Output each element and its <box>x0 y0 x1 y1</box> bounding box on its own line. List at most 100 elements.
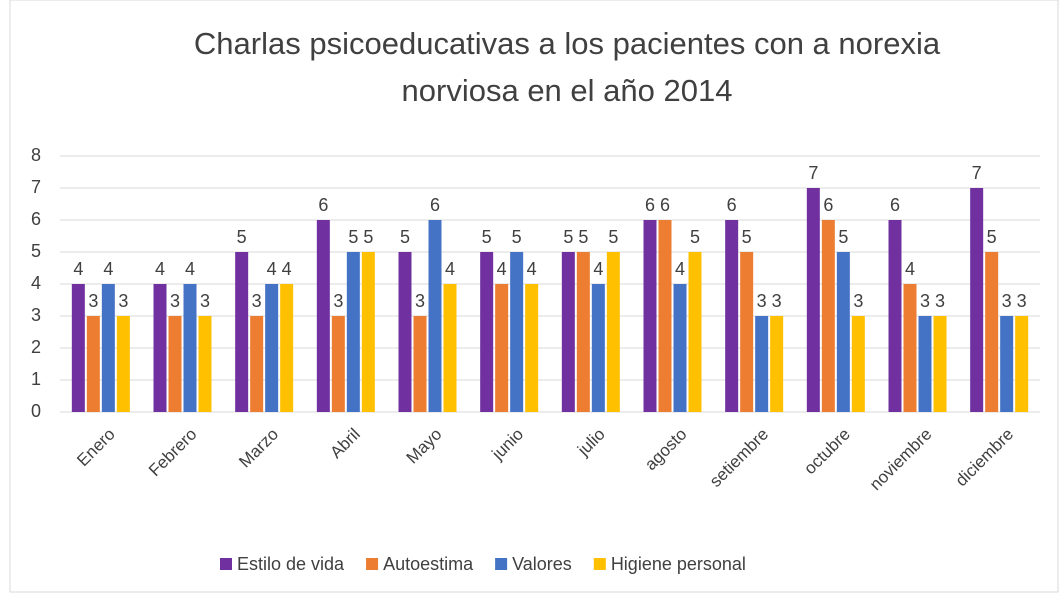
data-label: 3 <box>170 291 180 311</box>
data-label: 5 <box>237 227 247 247</box>
bar <box>428 220 442 412</box>
data-label: 5 <box>578 227 588 247</box>
legend-swatch <box>220 558 232 570</box>
data-label: 6 <box>727 195 737 215</box>
bar <box>510 252 524 412</box>
chart-title: Charlas psicoeducativas a los pacientes … <box>194 26 941 61</box>
bar <box>851 316 865 412</box>
legend-swatch <box>366 558 379 570</box>
data-label: 3 <box>415 291 425 311</box>
bar <box>673 284 687 412</box>
data-label: 4 <box>675 259 685 279</box>
data-label: 3 <box>920 291 930 311</box>
data-label: 4 <box>282 259 292 279</box>
data-label: 5 <box>690 227 700 247</box>
bar <box>903 284 917 412</box>
data-label: 5 <box>987 227 997 247</box>
bar <box>1015 316 1029 412</box>
data-label: 4 <box>445 259 455 279</box>
bar <box>316 220 330 412</box>
bar <box>740 252 754 412</box>
data-label: 5 <box>838 227 848 247</box>
data-label: 3 <box>772 291 782 311</box>
legend-label: Higiene personal <box>611 554 746 574</box>
data-label: 7 <box>972 163 982 183</box>
bar <box>561 252 575 412</box>
legend-swatch <box>495 558 508 570</box>
legend-label: Estilo de vida <box>237 554 345 574</box>
data-label: 5 <box>348 227 358 247</box>
data-label: 3 <box>1017 291 1027 311</box>
data-label: 6 <box>645 195 655 215</box>
bar <box>836 252 850 412</box>
bar <box>918 316 932 412</box>
bar <box>398 252 412 412</box>
chart-title: norviosa en el año 2014 <box>402 73 733 108</box>
bar <box>71 284 85 412</box>
y-tick-label: 6 <box>31 209 41 229</box>
data-label: 3 <box>757 291 767 311</box>
bar <box>985 252 999 412</box>
bar <box>346 252 360 412</box>
bar <box>970 188 984 412</box>
bar <box>525 284 539 412</box>
bar <box>888 220 902 412</box>
bar <box>250 316 264 412</box>
data-label: 4 <box>185 259 195 279</box>
data-label: 6 <box>430 195 440 215</box>
bar <box>591 284 605 412</box>
bar <box>235 252 249 412</box>
data-label: 5 <box>512 227 522 247</box>
y-tick-label: 0 <box>31 401 41 421</box>
bar <box>413 316 427 412</box>
y-tick-label: 3 <box>31 305 41 325</box>
bar <box>101 284 115 412</box>
bar <box>725 220 739 412</box>
data-label: 3 <box>853 291 863 311</box>
y-tick-label: 2 <box>31 337 41 357</box>
bar <box>643 220 657 412</box>
data-label: 3 <box>118 291 128 311</box>
bar <box>168 316 182 412</box>
data-label: 3 <box>200 291 210 311</box>
y-tick-label: 1 <box>31 369 41 389</box>
data-label: 5 <box>742 227 752 247</box>
data-label: 6 <box>890 195 900 215</box>
bar <box>153 284 167 412</box>
data-label: 3 <box>88 291 98 311</box>
data-label: 5 <box>363 227 373 247</box>
y-tick-label: 4 <box>31 273 41 293</box>
bar <box>821 220 835 412</box>
data-label: 4 <box>73 259 83 279</box>
data-label: 6 <box>823 195 833 215</box>
legend-label: Autoestima <box>383 554 474 574</box>
bar <box>770 316 784 412</box>
bar <box>480 252 494 412</box>
bar <box>658 220 672 412</box>
bar <box>265 284 279 412</box>
data-label: 3 <box>1002 291 1012 311</box>
bar <box>86 316 100 412</box>
bar <box>933 316 947 412</box>
data-label: 4 <box>593 259 603 279</box>
data-label: 7 <box>808 163 818 183</box>
y-tick-label: 8 <box>31 145 41 165</box>
bar <box>806 188 820 412</box>
data-label: 5 <box>400 227 410 247</box>
data-label: 3 <box>935 291 945 311</box>
data-label: 4 <box>527 259 537 279</box>
data-label: 5 <box>482 227 492 247</box>
bar <box>280 284 294 412</box>
bar <box>606 252 620 412</box>
legend-label: Valores <box>512 554 572 574</box>
bar <box>198 316 212 412</box>
data-label: 4 <box>905 259 915 279</box>
bar <box>755 316 769 412</box>
data-label: 4 <box>155 259 165 279</box>
bar <box>361 252 375 412</box>
data-label: 4 <box>103 259 113 279</box>
bar <box>331 316 345 412</box>
legend-swatch <box>593 558 606 570</box>
